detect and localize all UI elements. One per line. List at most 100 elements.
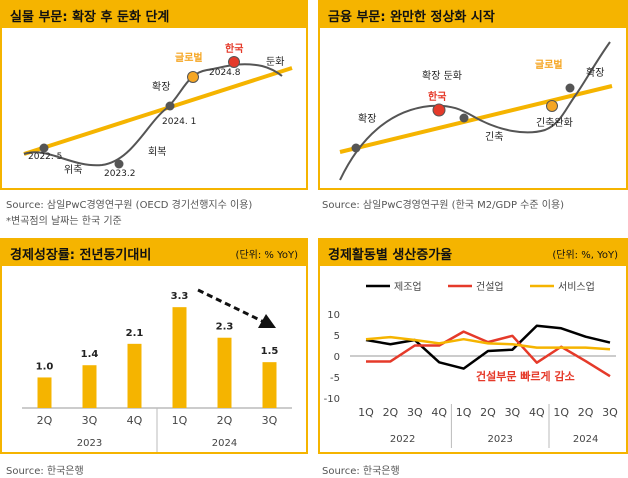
x-tick-label: 3Q (407, 406, 423, 419)
cycle-diagram-real: 2022. 5 위축 2023.2 회복 2024. 1 확장 글로벌 2024… (23, 43, 293, 179)
legend-label: 건설업 (476, 280, 504, 293)
bar-0 (37, 377, 52, 408)
cycle-curve (339, 41, 611, 181)
panel-title: 실물 부문: 확장 후 둔화 단계 (10, 9, 170, 25)
label-2023-2: 2023.2 (104, 169, 136, 179)
label-2024-8: 2024.8 (209, 68, 241, 78)
panel-title-bar: 경제활동별 생산증가율 (단위: %, YoY) (320, 240, 626, 266)
trend-line (23, 66, 293, 156)
trend-line (339, 84, 613, 154)
x-tick-label: 1Q (358, 406, 374, 419)
label-tightening: 긴축 (485, 131, 503, 143)
bar-4 (217, 337, 232, 408)
point-2023-2 (114, 159, 124, 169)
panel-title: 경제활동별 생산증가율 (328, 247, 453, 263)
panel-title: 경제성장률: 전년동기대비 (10, 247, 152, 263)
label-contraction: 위축 (64, 163, 82, 176)
cycle-diagram-financial: 확장 확장 둔화 한국 긴축 글로벌 긴축완화 확장 (339, 41, 613, 181)
label-global: 글로벌 (175, 51, 203, 64)
year-label: 2024 (573, 434, 598, 445)
x-tick-label: 1Q (172, 414, 188, 427)
point-easing (565, 83, 575, 93)
label-easing: 긴축완화 (536, 117, 573, 129)
point-korea (228, 56, 240, 68)
source-panel3: Source: 한국은행 (6, 466, 84, 477)
year-label: 2023 (487, 434, 512, 445)
y-tick-label: 10 (327, 310, 340, 321)
label-slowdown: 둔화 (266, 56, 284, 68)
point-2022-5 (39, 143, 49, 153)
panel-title: 금융 부문: 완만한 정상화 시작 (328, 9, 495, 25)
label-2022-5: 2022. 5 (28, 152, 62, 162)
label-2024-1: 2024. 1 (162, 117, 196, 127)
annotation-construction: 건설부문 빠르게 감소 (476, 369, 575, 383)
production-line-chart: 제조업 건설업 서비스업 10 5 0 -5 -10 건설부문 빠르게 감소 1Q 2Q 3Q 4Q 1Q… (324, 280, 618, 448)
x-tick-label: 1Q (553, 406, 569, 419)
panel-unit: (단위: %, YoY) (552, 249, 618, 261)
panel-title-bar: 경제성장률: 전년동기대비 (단위: % YoY) (2, 240, 306, 266)
series-line-2 (365, 335, 611, 351)
source-panel2: Source: 삼일PwC경영연구원 (한국 M2/GDP 수준 이용) (322, 200, 565, 211)
label-korea: 한국 (428, 91, 446, 103)
y-tick-label: -10 (324, 394, 340, 405)
point-tightening (459, 113, 469, 123)
trend-arrow-line (197, 288, 265, 324)
legend-label: 서비스업 (558, 280, 595, 293)
bar-value-label: 1.0 (36, 361, 54, 372)
label-expansion-2: 확장 (586, 67, 604, 79)
x-tick-label: 4Q (529, 406, 545, 419)
x-tick-label: 2Q (217, 414, 233, 427)
label-expansion-slowdown: 확장 둔화 (422, 70, 462, 82)
panel-unit: (단위: % YoY) (235, 249, 298, 261)
year-label: 2024 (212, 438, 237, 449)
x-tick-label: 3Q (262, 414, 278, 427)
legend-label: 제조업 (394, 280, 422, 293)
source-panel4: Source: 한국은행 (322, 466, 400, 477)
year-label: 2023 (77, 438, 102, 449)
label-expansion: 확장 (152, 81, 170, 93)
panel-title-bar: 실물 부문: 확장 후 둔화 단계 (2, 2, 306, 28)
panel-gdp-growth: 경제성장률: 전년동기대비 (단위: % YoY) 1.0 2Q 1.4 3Q 2.1 4… (0, 238, 308, 454)
trend-arrowhead (258, 314, 276, 328)
x-tick-label: 3Q (82, 414, 98, 427)
x-tick-label: 1Q (456, 406, 472, 419)
bar-5 (262, 362, 277, 408)
y-tick-label: 0 (334, 352, 340, 363)
x-tick-label: 2Q (383, 406, 399, 419)
bar-2 (127, 343, 142, 408)
gdp-bar-chart: 1.0 2Q 1.4 3Q 2.1 4Q 3.3 1Q 2.3 2Q 1.5 3Q 2023 2024 (22, 288, 292, 452)
label-recovery: 회복 (148, 146, 166, 158)
y-tick-label: 5 (334, 331, 340, 342)
bar-value-label: 1.5 (261, 346, 279, 357)
point-2024-1 (165, 101, 175, 111)
x-tick-label: 2Q (37, 414, 53, 427)
bar-3 (172, 307, 187, 408)
point-korea (432, 103, 446, 117)
x-tick-label: 2Q (480, 406, 496, 419)
bar-value-label: 3.3 (171, 291, 189, 302)
bar-value-label: 2.1 (126, 328, 144, 339)
source-panel1: Source: 삼일PwC경영연구원 (OECD 경기선행지수 이용) (6, 200, 253, 211)
y-tick-label: -5 (330, 373, 340, 384)
x-tick-label: 4Q (127, 414, 143, 427)
label-global: 글로벌 (535, 58, 563, 71)
label-expansion: 확장 (358, 113, 376, 125)
bar-value-label: 1.4 (81, 349, 99, 360)
panel-real-sector: 실물 부문: 확장 후 둔화 단계 2022. 5 위축 2023.2 회복 2… (0, 0, 308, 190)
x-tick-label: 4Q (431, 406, 447, 419)
series-line-0 (365, 324, 611, 370)
point-expansion (351, 143, 361, 153)
panel-financial-sector: 금융 부문: 완만한 정상화 시작 확장 확장 둔화 한국 긴축 글로벌 긴축완… (318, 0, 628, 190)
x-tick-label: 3Q (602, 406, 618, 419)
point-global (187, 71, 199, 83)
x-tick-label: 3Q (505, 406, 521, 419)
label-korea: 한국 (225, 43, 243, 55)
cycle-curve (23, 63, 283, 167)
panel-sector-production: 경제활동별 생산증가율 (단위: %, YoY) 제조업 건설업 서비스업 10 5 0 -… (318, 238, 628, 454)
bar-1 (82, 365, 97, 408)
x-tick-label: 2Q (578, 406, 594, 419)
note-panel1: *변곡점의 날짜는 한국 기준 (6, 216, 122, 227)
panel-title-bar: 금융 부문: 완만한 정상화 시작 (320, 2, 626, 28)
point-global (546, 100, 558, 112)
year-label: 2022 (390, 434, 415, 445)
